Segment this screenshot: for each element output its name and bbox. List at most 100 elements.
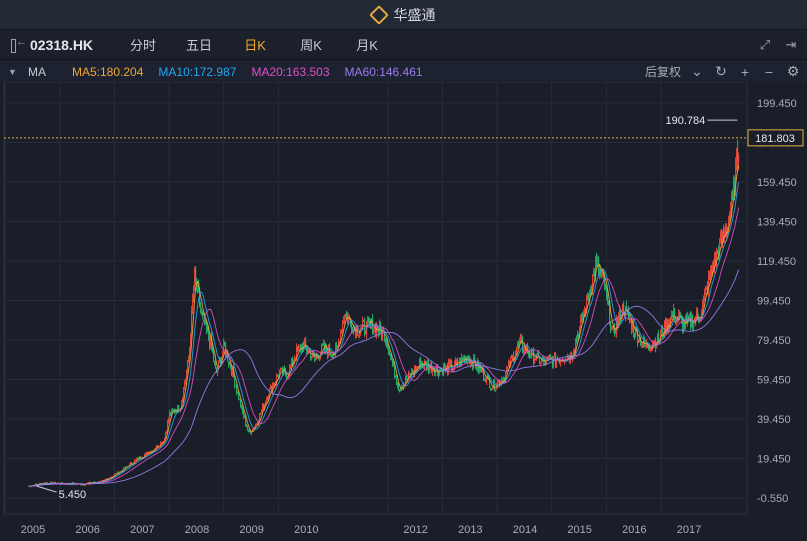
candle-body [633,322,635,334]
candle-body [146,452,148,454]
candle-body [672,314,674,317]
candle-body [697,311,699,316]
candle-body [115,473,117,475]
candle-body [574,349,576,353]
candle-body [546,358,548,365]
candle-body [414,366,416,375]
x-tick-label: 2014 [513,524,537,536]
fullscreen-icon[interactable]: ⤢ [759,37,771,52]
collapse-panel-icon[interactable] [10,36,27,53]
candle-body [610,325,612,330]
candle-body [351,322,353,330]
candle-body [242,405,244,412]
candle-body [530,357,532,359]
candle-body [323,343,325,346]
candle-body [636,327,638,332]
candle-body [498,380,500,382]
y-tick-label: 199.450 [757,98,797,110]
candle-body [192,297,194,310]
candle-body [729,215,731,218]
y-tick-label: 79.450 [757,335,791,347]
candle-body [606,285,608,295]
candle-body [496,385,498,389]
zoom-in-icon[interactable]: + [740,63,750,80]
candle-body [539,356,541,364]
candle-body [722,231,724,245]
candle-body [416,366,418,372]
candle-body [214,361,216,363]
candle-body [182,398,184,402]
candle-body [661,328,663,334]
candle-body [375,325,377,335]
candle-body [671,314,673,318]
candle-body [538,352,540,357]
tab-daily-k[interactable]: 日K [244,38,266,53]
candle-body [719,241,721,260]
zoom-out-icon[interactable]: − [764,63,774,80]
candle-body [595,259,597,277]
last-price-box [747,129,804,147]
candle-body [368,318,370,321]
candle-body [579,326,581,338]
candle-body [711,269,713,273]
candle-body [640,336,642,346]
candle-body [675,322,677,324]
candle-body [411,370,413,377]
candle-body [511,357,513,359]
candle-body [666,320,668,334]
candle-body [684,319,686,328]
adjust-mode-selector[interactable]: 后复权 [644,65,681,79]
candle-body [706,286,708,290]
candle-body [581,313,583,319]
chevron-down-icon[interactable]: ⌄ [691,63,703,79]
candle-body [463,358,465,360]
candle-body [516,349,518,354]
settings-gear-icon[interactable]: ⚙ [786,63,800,79]
dock-panel-icon[interactable]: ⇥ [785,37,797,52]
candle-body [209,337,211,346]
candle-body [577,334,579,341]
candle-body [426,362,428,369]
candle-body [407,378,409,380]
candle-body [612,327,614,329]
candle-body [714,253,716,271]
candle-body [140,456,142,459]
candle-body [123,467,125,471]
candle-body [294,358,296,361]
kline-chart[interactable]: 199.450179.450159.450139.450119.45099.45… [0,81,807,541]
candle-body [726,227,728,236]
candle-body [361,324,363,329]
candle-body [343,321,345,324]
ma20-value: MA20:163.503 [251,64,330,79]
candle-body [509,361,511,367]
candle-body [246,424,248,427]
candle-body [514,358,516,362]
candle-body [203,315,205,317]
refresh-icon[interactable]: ↻ [715,63,727,79]
chevron-down-icon[interactable]: ▼ [8,66,17,77]
candle-body [304,339,306,343]
candle-body [540,362,542,364]
candle-body [178,405,180,411]
candle-body [529,354,531,358]
candle-body [646,342,648,347]
candle-body [541,358,543,363]
candle-body [138,457,140,460]
candle-body [93,481,95,483]
candle-body [227,351,229,362]
tab-weekly-k[interactable]: 周K [300,38,322,53]
tab-five-day[interactable]: 五日 [186,38,213,53]
candle-body [346,314,348,316]
candle-body [545,361,547,365]
candle-body [715,253,717,263]
kline-chart-svg[interactable]: 199.450179.450159.450139.450119.45099.45… [0,81,807,541]
tab-monthly-k[interactable]: 月K [356,38,378,53]
candle-body [322,344,324,346]
tab-intraday[interactable]: 分时 [130,38,157,53]
candle-body [198,284,200,292]
ma-selector[interactable]: MA [28,64,46,79]
candle-body [702,302,704,313]
candle-body [738,156,740,164]
candle-body [502,379,504,384]
app-title: 华盛通 [393,6,436,23]
